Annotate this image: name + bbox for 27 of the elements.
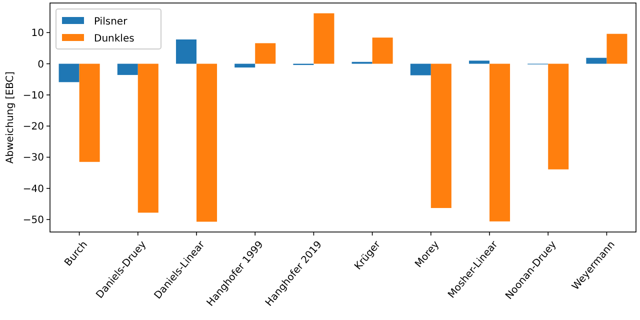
y-tick-label: −10 (22, 90, 44, 102)
bar (234, 64, 256, 68)
y-tick-label: −30 (22, 152, 44, 164)
bar (79, 64, 100, 162)
y-tick-label: 10 (31, 28, 44, 40)
bar (176, 39, 196, 64)
bar (117, 64, 138, 75)
bar (314, 13, 334, 64)
bar (196, 64, 218, 222)
bar (606, 34, 628, 64)
bar (468, 60, 490, 64)
bar (410, 64, 431, 76)
y-tick-label: 0 (38, 59, 44, 70)
bar (255, 43, 276, 64)
y-tick-label: −40 (22, 184, 44, 195)
bar (548, 64, 569, 170)
legend-label: Pilsner (94, 16, 128, 28)
bar (586, 58, 607, 64)
legend-label: Dunkles (94, 34, 134, 44)
bar (430, 64, 452, 208)
y-axis-title: Abweichung [EBC] (5, 71, 16, 164)
bar (58, 64, 80, 82)
y-tick-label: −50 (22, 215, 44, 226)
y-tick-label: −20 (22, 122, 44, 133)
bar (372, 38, 393, 64)
bar (138, 64, 158, 213)
bar (490, 64, 510, 222)
